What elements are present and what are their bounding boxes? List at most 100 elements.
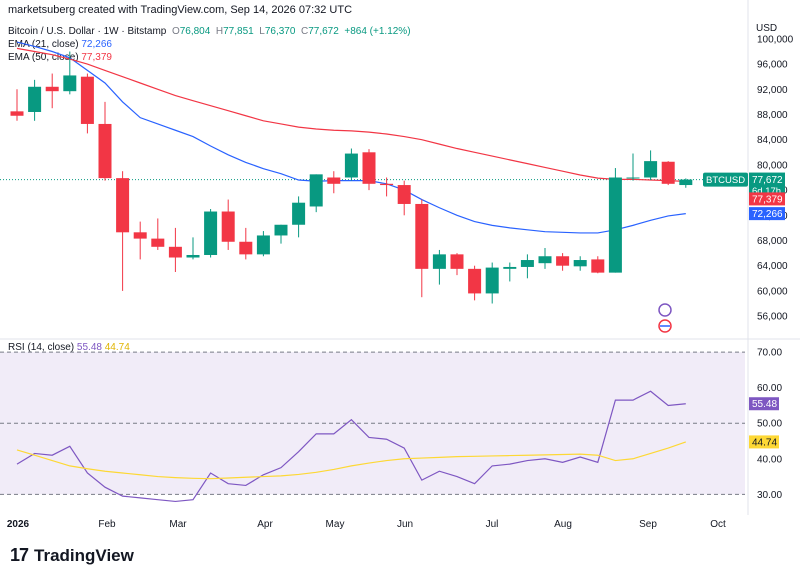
price-tick-label: 96,000 — [757, 60, 788, 71]
candle-down — [116, 178, 130, 233]
currency-label: USD — [756, 23, 777, 34]
candle-up — [432, 254, 446, 269]
price-tick-label: 88,000 — [757, 110, 788, 121]
ema50-legend-value: 77,379 — [81, 52, 112, 63]
rsi-ma-legend-value: 44.74 — [104, 342, 130, 353]
candle-down — [380, 183, 394, 186]
symbol-tag-text: BTCUSD — [706, 175, 745, 186]
candle-down — [133, 232, 147, 239]
rsi-ma-value-text: 44.74 — [752, 437, 777, 448]
time-tick-label: Sep — [639, 519, 657, 530]
ema21-legend-value: 72,266 — [81, 39, 112, 50]
candle-up — [644, 161, 658, 178]
time-tick-label: Feb — [98, 519, 116, 530]
symbol-legend: Bitcoin / U.S. Dollar · 1W · Bitstamp O7… — [8, 26, 411, 37]
ema50-price-tag — [749, 192, 785, 206]
price-tick-label: 100,000 — [757, 34, 794, 45]
price-tick-label: 92,000 — [757, 85, 788, 96]
candle-down — [468, 268, 482, 294]
rsi-tick-label: 50.00 — [757, 419, 782, 430]
candle-up — [309, 174, 323, 207]
candle-up — [63, 75, 77, 92]
candle-up — [679, 179, 693, 186]
price-tick-label: 68,000 — [757, 236, 788, 247]
candle-up — [573, 260, 587, 267]
candle-down — [45, 86, 59, 92]
time-tick-label: Jun — [397, 519, 413, 530]
time-tick-label: Aug — [554, 519, 572, 530]
price-tick-label: 84,000 — [757, 135, 788, 146]
time-tick-label: Apr — [257, 519, 273, 530]
rsi-tick-label: 30.00 — [757, 490, 782, 501]
candle-up — [503, 266, 517, 269]
high-value: 77,851 — [223, 26, 254, 37]
candle-up — [626, 177, 640, 179]
candle-down — [397, 185, 411, 204]
ema50-price-text: 77,379 — [752, 194, 783, 205]
countdown-text: 6d 17h — [752, 186, 781, 197]
candle-up — [292, 202, 306, 225]
candle-up — [204, 211, 218, 255]
candle-down — [168, 246, 182, 258]
event-icon — [658, 303, 672, 317]
low-value: 76,370 — [264, 26, 296, 37]
tradingview-brand: TradingView — [34, 545, 134, 565]
candle-down — [362, 152, 376, 184]
rsi-tick-label: 60.00 — [757, 383, 782, 394]
time-tick-label: Oct — [710, 519, 726, 530]
ema21-price-tag — [749, 207, 785, 221]
rsi-legend[interactable]: RSI (14, close) 55.48 44.74 — [8, 342, 130, 353]
candle-down — [10, 111, 24, 116]
candle-down — [98, 123, 112, 179]
candle-down — [239, 241, 253, 255]
rsi-value-text: 55.48 — [752, 399, 777, 410]
ema21-legend[interactable]: EMA (21, close) 72,266 — [8, 39, 112, 50]
time-tick-label: 2026 — [7, 519, 30, 530]
rsi-line — [16, 390, 686, 503]
candle-up — [344, 153, 358, 178]
candle-down — [151, 238, 165, 247]
candle-down — [591, 259, 605, 273]
change-value: +864 (+1.12%) — [344, 26, 411, 37]
symbol-tag — [703, 172, 748, 187]
symbol-line[interactable]: Bitcoin / U.S. Dollar · 1W · Bitstamp — [8, 26, 167, 37]
candle-down — [661, 161, 675, 184]
price-tick-label: 56,000 — [757, 312, 788, 323]
candle-up — [538, 256, 552, 264]
price-tick-label: 80,000 — [757, 160, 788, 171]
ema21-price-text: 72,266 — [752, 209, 783, 220]
price-tick-label: 60,000 — [757, 286, 788, 297]
candle-up — [608, 177, 622, 273]
rsi-value-tag — [749, 397, 779, 411]
time-tick-label: Mar — [169, 519, 187, 530]
candle-up — [520, 260, 534, 267]
time-tick-label: Jul — [486, 519, 499, 530]
tradingview-logo[interactable]: 17 TradingView — [10, 545, 134, 566]
rsi-tick-label: 70.00 — [757, 348, 782, 359]
candle-down — [450, 254, 464, 269]
candle-down — [80, 76, 94, 124]
ema50-line — [16, 47, 686, 183]
rsi-tick-label: 40.00 — [757, 454, 782, 465]
candle-up — [256, 235, 270, 255]
rsi-ma-value-tag — [749, 435, 779, 449]
last-price-text: 77,672 — [752, 175, 783, 186]
candle-up — [186, 254, 200, 258]
close-value: 77,672 — [308, 26, 339, 37]
price-tick-label: 64,000 — [757, 261, 788, 272]
candle-down — [415, 203, 429, 269]
candle-down — [221, 211, 235, 242]
candle-down — [556, 256, 570, 266]
attribution-text: marketsuberg created with TradingView.co… — [8, 4, 353, 16]
time-tick-label: May — [326, 519, 345, 530]
candle-down — [327, 177, 341, 184]
open-value: 76,804 — [179, 26, 211, 37]
rsi-ma-line — [16, 441, 686, 480]
candle-up — [28, 86, 42, 112]
tradingview-logo-icon: 17 — [10, 545, 29, 565]
candle-up — [485, 267, 499, 294]
ema50-legend[interactable]: EMA (50, close) 77,379 — [8, 52, 112, 63]
candle-up — [274, 224, 288, 236]
rsi-legend-value: 55.48 — [76, 342, 102, 353]
